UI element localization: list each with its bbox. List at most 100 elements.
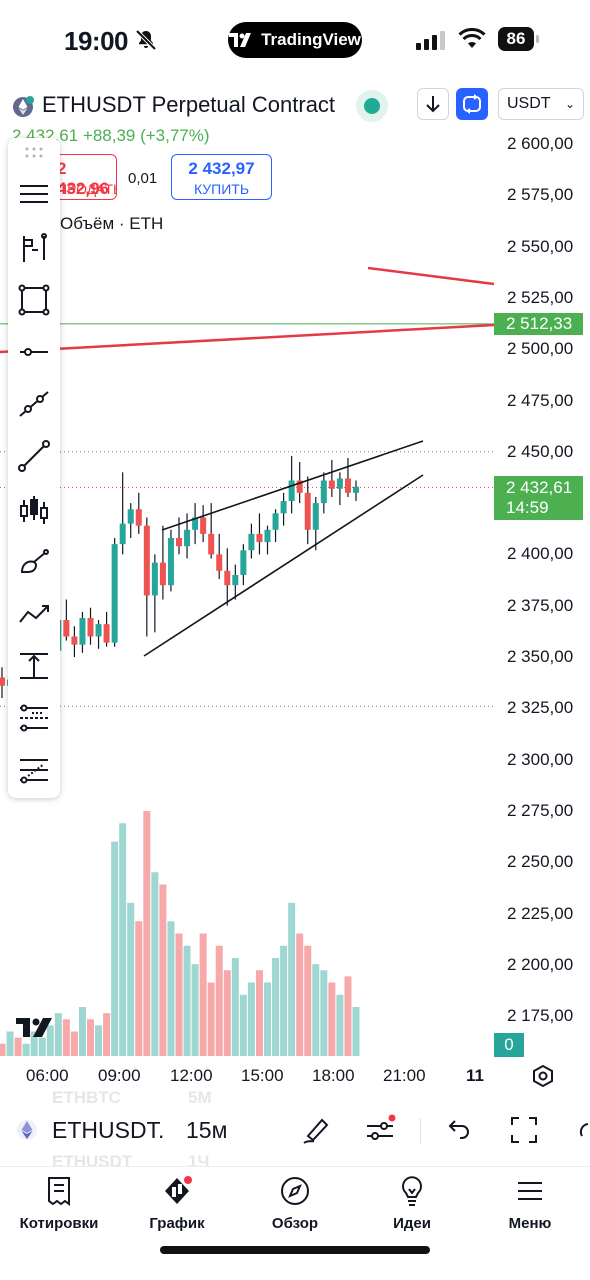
tab-quotes[interactable]: Котировки xyxy=(4,1175,114,1232)
candle-body xyxy=(63,620,70,637)
menu-lines-tool-icon[interactable] xyxy=(18,178,50,210)
volume-bar xyxy=(272,958,280,1056)
interval-selector[interactable]: 15м xyxy=(186,1117,228,1143)
candle xyxy=(288,455,295,514)
tab-chart[interactable]: График xyxy=(122,1175,232,1232)
candle xyxy=(95,620,102,649)
price-chart[interactable] xyxy=(0,0,590,1100)
candle-body xyxy=(184,529,191,547)
candle-body xyxy=(167,537,174,586)
tradingview-pill: TradingView xyxy=(228,22,362,58)
path-tool-icon[interactable] xyxy=(18,598,50,630)
volume-bar xyxy=(199,933,207,1056)
drawing-toolbar xyxy=(8,138,60,798)
candle-body xyxy=(328,480,335,489)
tab-quotes-label: Котировки xyxy=(19,1215,99,1232)
price-axis-label: 2 525,00 xyxy=(507,287,574,307)
chart-sync-button[interactable] xyxy=(456,88,488,120)
candle-body xyxy=(111,544,118,643)
candles-tool-icon[interactable] xyxy=(18,494,50,526)
rectangle-tool-icon[interactable] xyxy=(18,284,50,316)
toolbar-divider xyxy=(420,1118,421,1144)
price-axis-label: 2 450,00 xyxy=(507,441,574,461)
candle-body xyxy=(336,478,343,489)
candle-body xyxy=(71,636,78,645)
candle xyxy=(79,611,86,653)
time-axis-date: 11 xyxy=(466,1066,484,1085)
candle xyxy=(216,533,223,580)
ray-tool-icon[interactable] xyxy=(18,440,50,472)
undo-icon[interactable] xyxy=(442,1114,474,1146)
market-status-indicator[interactable] xyxy=(356,90,388,122)
volume-bar xyxy=(320,970,328,1056)
sell-button[interactable]: 2 432,96 ПРОДАТЬ xyxy=(26,154,117,200)
pen-draw-icon[interactable] xyxy=(300,1114,332,1146)
candle xyxy=(143,517,150,637)
price-axis-label: 2 400,00 xyxy=(507,544,574,564)
candle-body xyxy=(119,523,126,545)
more-icon[interactable] xyxy=(574,1114,590,1146)
drag-grip-icon[interactable] xyxy=(24,146,44,160)
chart-icon xyxy=(165,1176,192,1204)
tradingview-logo-icon xyxy=(229,33,252,47)
symbol-title[interactable]: ETHUSDT Perpetual Contract xyxy=(42,92,336,117)
candle-body xyxy=(296,480,303,493)
candle xyxy=(232,564,239,600)
tab-overview-label: Обзор xyxy=(271,1215,319,1232)
candle-body xyxy=(248,533,255,551)
volume-bar xyxy=(95,1025,103,1056)
volume-bar xyxy=(14,1037,22,1056)
compass-icon xyxy=(281,1177,309,1205)
price-axis-label: 2 600,00 xyxy=(507,134,574,153)
trend-line-tool-icon[interactable] xyxy=(18,388,50,420)
volume-bar xyxy=(175,933,183,1056)
volume-bar xyxy=(119,823,127,1056)
fullscreen-icon[interactable] xyxy=(508,1114,540,1146)
volume-axis-badge: 0 xyxy=(494,1033,524,1057)
download-button[interactable] xyxy=(417,88,449,120)
volume-bar xyxy=(352,1007,360,1056)
candle xyxy=(200,505,207,543)
chart-settings-icon[interactable] xyxy=(531,1064,555,1088)
time-axis-label: 18:00 xyxy=(312,1066,355,1085)
buy-button[interactable]: 2 432,97 КУПИТЬ xyxy=(171,154,272,200)
candle xyxy=(304,476,311,545)
volume-bar xyxy=(111,841,119,1056)
candle xyxy=(63,599,70,641)
time-axis-label: 21:00 xyxy=(383,1066,426,1085)
volume-bar xyxy=(264,982,271,1056)
price-axis-label: 2 375,00 xyxy=(507,595,574,615)
red-trend-line-upper xyxy=(367,266,495,286)
price-axis-label: 2 200,00 xyxy=(507,954,574,974)
indicators-icon[interactable] xyxy=(364,1114,396,1146)
currency-select[interactable]: USDT ⌄ xyxy=(498,88,584,120)
horizontal-line-tool-icon[interactable] xyxy=(18,336,50,368)
volume-bar xyxy=(135,921,143,1056)
current-price-value: 2 432,61 xyxy=(506,478,573,497)
tab-overview[interactable]: Обзор xyxy=(240,1175,350,1232)
lightbulb-icon xyxy=(402,1176,422,1206)
candle-body xyxy=(280,501,287,514)
tab-chart-label: График xyxy=(149,1215,205,1232)
long-position-tool-icon[interactable] xyxy=(18,702,50,734)
candle-body xyxy=(103,624,110,643)
candle xyxy=(71,626,78,657)
volume-bar xyxy=(239,994,247,1056)
cellular-signal-icon xyxy=(416,31,445,50)
candle-body xyxy=(288,480,295,502)
volume-bar xyxy=(38,1037,46,1056)
volume-bar xyxy=(6,1031,14,1056)
volume-bar xyxy=(304,945,312,1056)
candle-body xyxy=(304,492,311,530)
status-bar: 19:00 TradingView 86 xyxy=(0,0,590,80)
tab-ideas[interactable]: Идеи xyxy=(357,1175,467,1232)
candle-body xyxy=(95,624,102,637)
tab-menu[interactable]: Меню xyxy=(475,1175,585,1232)
sync-arrows-icon xyxy=(463,94,481,114)
forecast-tool-icon[interactable] xyxy=(18,754,50,786)
candle xyxy=(320,472,327,514)
measure-tool-icon[interactable] xyxy=(18,650,50,682)
brush-tool-icon[interactable] xyxy=(18,546,50,578)
symbol-selector[interactable]: ETHUSDT. xyxy=(52,1117,165,1143)
fib-tool-icon[interactable] xyxy=(18,232,50,264)
